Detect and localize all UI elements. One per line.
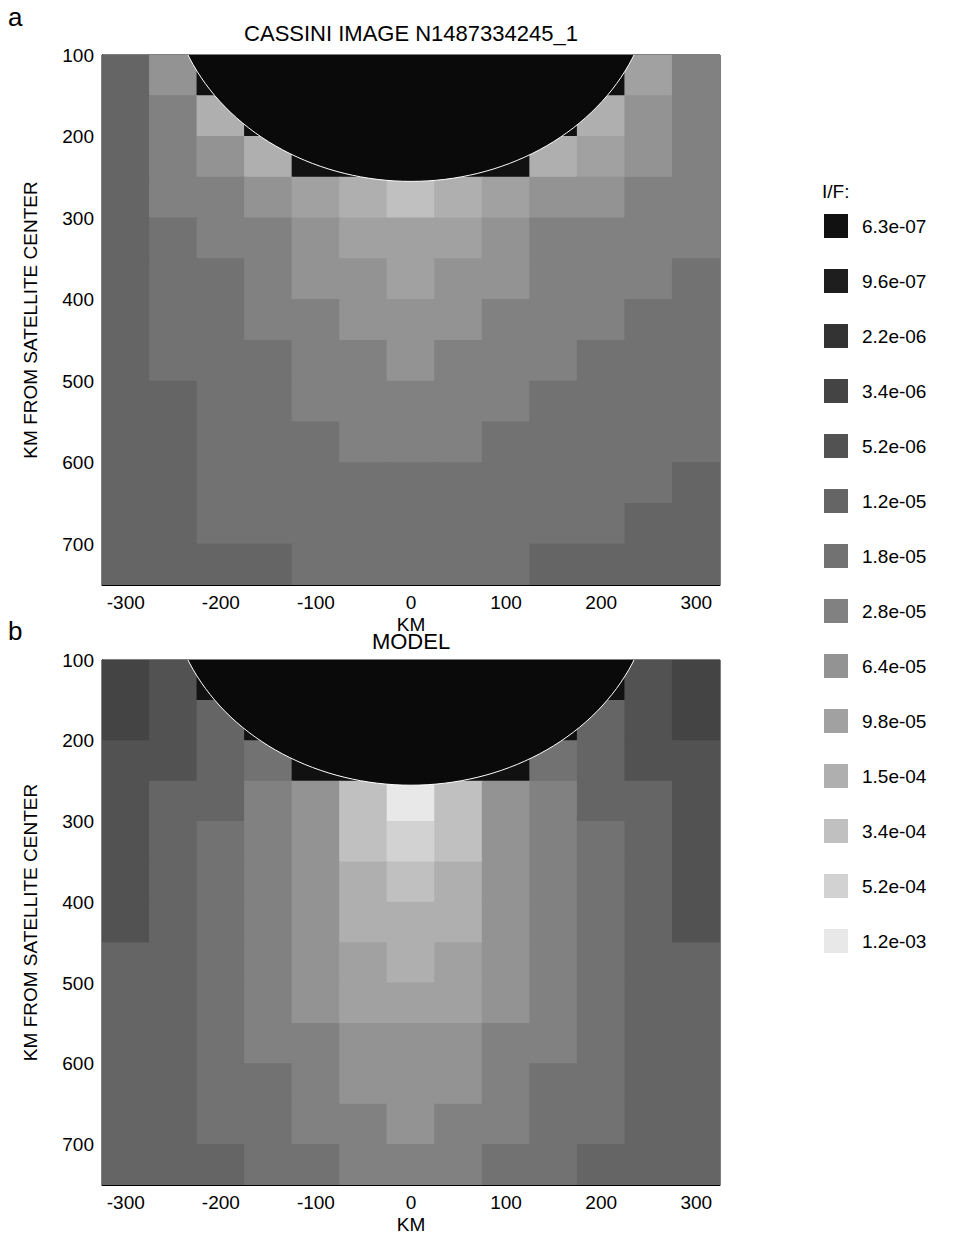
svg-text:300: 300: [62, 208, 94, 229]
svg-text:1.5e-04: 1.5e-04: [862, 766, 927, 787]
svg-text:100: 100: [62, 45, 94, 66]
svg-text:CASSINI IMAGE N1487334245_1: CASSINI IMAGE N1487334245_1: [244, 21, 578, 46]
svg-text:200: 200: [585, 1192, 617, 1213]
svg-text:200: 200: [62, 126, 94, 147]
svg-text:300: 300: [62, 811, 94, 832]
svg-text:KM: KM: [397, 614, 426, 635]
svg-text:6.3e-07: 6.3e-07: [862, 216, 926, 237]
svg-text:300: 300: [680, 592, 712, 613]
svg-text:-200: -200: [202, 592, 240, 613]
svg-text:KM FROM SATELLITE CENTER: KM FROM SATELLITE CENTER: [20, 181, 41, 458]
svg-text:9.6e-07: 9.6e-07: [862, 271, 926, 292]
svg-text:KM: KM: [397, 1214, 426, 1235]
svg-text:300: 300: [680, 1192, 712, 1213]
svg-text:500: 500: [62, 973, 94, 994]
svg-text:0: 0: [406, 592, 417, 613]
svg-text:-300: -300: [107, 1192, 145, 1213]
svg-text:700: 700: [62, 534, 94, 555]
svg-text:600: 600: [62, 452, 94, 473]
svg-text:2.2e-06: 2.2e-06: [862, 326, 926, 347]
svg-text:100: 100: [490, 1192, 522, 1213]
svg-text:700: 700: [62, 1134, 94, 1155]
svg-text:400: 400: [62, 289, 94, 310]
svg-text:3.4e-06: 3.4e-06: [862, 381, 926, 402]
svg-text:MODEL: MODEL: [371, 628, 451, 654]
svg-text:6.4e-05: 6.4e-05: [862, 656, 926, 677]
svg-text:100: 100: [62, 650, 94, 671]
svg-text:I/F:: I/F:: [822, 181, 849, 202]
svg-text:5.2e-04: 5.2e-04: [862, 876, 927, 897]
svg-text:1.2e-03: 1.2e-03: [862, 931, 926, 952]
svg-text:9.8e-05: 9.8e-05: [862, 711, 926, 732]
svg-text:KM FROM SATELLITE CENTER: KM FROM SATELLITE CENTER: [20, 784, 41, 1061]
svg-text:-100: -100: [297, 592, 335, 613]
svg-text:100: 100: [490, 592, 522, 613]
svg-text:600: 600: [62, 1053, 94, 1074]
svg-text:500: 500: [62, 371, 94, 392]
svg-text:1.2e-05: 1.2e-05: [862, 491, 926, 512]
svg-text:-300: -300: [107, 592, 145, 613]
svg-text:-200: -200: [202, 1192, 240, 1213]
svg-text:b: b: [8, 616, 22, 646]
svg-text:200: 200: [585, 592, 617, 613]
svg-text:200: 200: [62, 730, 94, 751]
svg-text:400: 400: [62, 892, 94, 913]
svg-text:a: a: [8, 2, 23, 32]
svg-text:-100: -100: [297, 1192, 335, 1213]
svg-text:3.4e-04: 3.4e-04: [862, 821, 927, 842]
svg-text:0: 0: [406, 1192, 417, 1213]
svg-text:5.2e-06: 5.2e-06: [862, 436, 926, 457]
svg-text:2.8e-05: 2.8e-05: [862, 601, 926, 622]
svg-text:1.8e-05: 1.8e-05: [862, 546, 926, 567]
